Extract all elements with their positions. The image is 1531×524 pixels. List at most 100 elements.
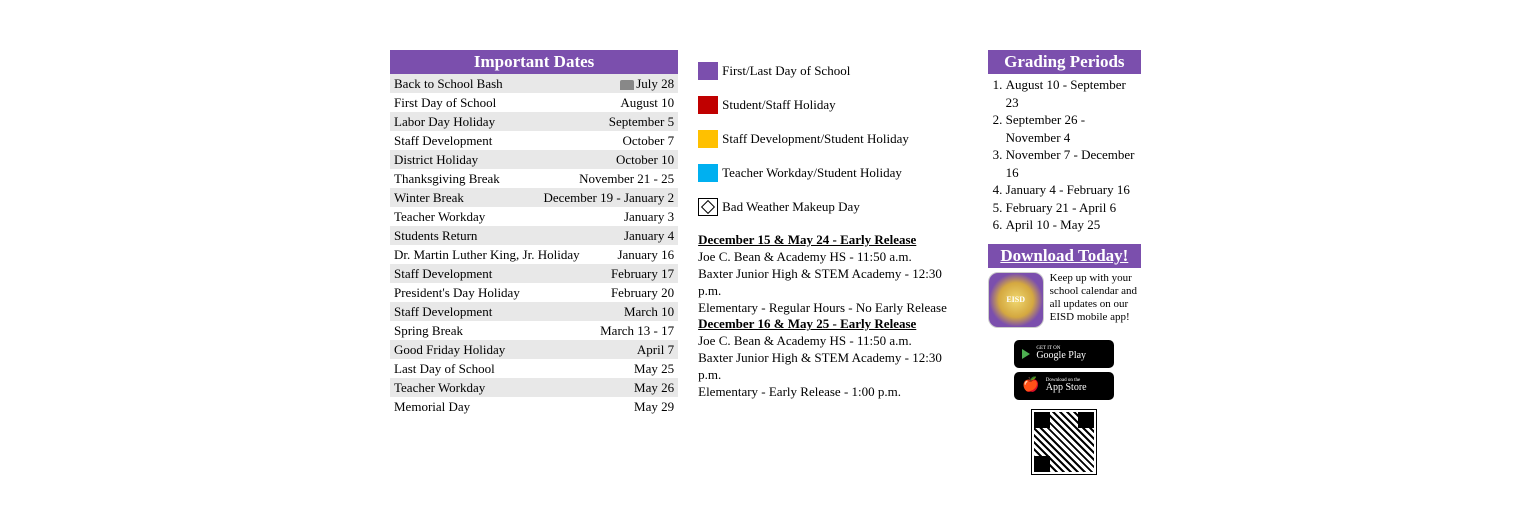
event-name: Dr. Martin Luther King, Jr. Holiday [394, 246, 580, 263]
grading-periods-header: Grading Periods [988, 50, 1141, 74]
event-date: March 13 - 17 [600, 322, 674, 339]
event-name: Staff Development [394, 265, 492, 282]
grading-period-item: February 21 - April 6 [1006, 199, 1141, 217]
color-swatch [698, 164, 718, 182]
table-row: Teacher Workday January 3 [390, 207, 678, 226]
legend-item: Bad Weather Makeup Day [698, 198, 968, 216]
event-date: September 5 [609, 113, 674, 130]
event-date: February 17 [611, 265, 674, 282]
event-name: Staff Development [394, 303, 492, 320]
table-row: Students Return January 4 [390, 226, 678, 245]
grading-period-item: November 7 - December 16 [1006, 146, 1141, 181]
diamond-icon [698, 198, 718, 216]
table-row: Good Friday Holiday April 7 [390, 340, 678, 359]
event-name: Thanksgiving Break [394, 170, 500, 187]
event-date: April 7 [637, 341, 674, 358]
event-date: October 10 [616, 151, 674, 168]
important-dates-column: Important Dates Back to School BashJuly … [390, 50, 678, 474]
table-row: Last Day of School May 25 [390, 359, 678, 378]
event-name: Memorial Day [394, 398, 470, 415]
bus-icon [620, 80, 634, 90]
event-date: November 21 - 25 [579, 170, 674, 187]
table-row: Staff Development October 7 [390, 131, 678, 150]
color-swatch [698, 62, 718, 80]
legend-item: Staff Development/Student Holiday [698, 130, 968, 148]
event-date: January 4 [624, 227, 674, 244]
table-row: Back to School BashJuly 28 [390, 74, 678, 93]
legend-label: Teacher Workday/Student Holiday [722, 165, 902, 181]
event-date: January 3 [624, 208, 674, 225]
table-row: Labor Day Holiday September 5 [390, 112, 678, 131]
event-name: Good Friday Holiday [394, 341, 505, 358]
legend-item: First/Last Day of School [698, 62, 968, 80]
table-row: Thanksgiving Break November 21 - 25 [390, 169, 678, 188]
event-date: December 19 - January 2 [543, 189, 674, 206]
early-release-section: December 15 & May 24 - Early Release Joe… [698, 232, 968, 401]
early-release-line: Elementary - Early Release - 1:00 p.m. [698, 384, 968, 401]
important-dates-table: Back to School BashJuly 28First Day of S… [390, 74, 678, 416]
legend-column: First/Last Day of School Student/Staff Ho… [698, 50, 968, 474]
event-date: February 20 [611, 284, 674, 301]
early-release-line: Baxter Junior High & STEM Academy - 12:3… [698, 350, 968, 384]
legend-label: Bad Weather Makeup Day [722, 199, 860, 215]
google-play-icon [1022, 349, 1030, 359]
table-row: Winter BreakDecember 19 - January 2 [390, 188, 678, 207]
table-row: Staff Development March 10 [390, 302, 678, 321]
table-row: Staff Development February 17 [390, 264, 678, 283]
event-name: Staff Development [394, 132, 492, 149]
event-date: May 26 [634, 379, 674, 396]
early-release-header-1: December 15 & May 24 - Early Release [698, 232, 968, 249]
early-release-line: Joe C. Bean & Academy HS - 11:50 a.m. [698, 333, 968, 350]
event-name: President's Day Holiday [394, 284, 520, 301]
legend-label: Student/Staff Holiday [722, 97, 836, 113]
event-date: October 7 [623, 132, 675, 149]
grading-period-item: August 10 - September 23 [1006, 76, 1141, 111]
early-release-line: Elementary - Regular Hours - No Early Re… [698, 300, 968, 317]
legend-label: Staff Development/Student Holiday [722, 131, 909, 147]
download-section: Download Today! EISD Keep up with your s… [988, 244, 1141, 474]
event-name: Spring Break [394, 322, 463, 339]
color-swatch [698, 96, 718, 114]
table-row: First Day of School August 10 [390, 93, 678, 112]
event-name: Labor Day Holiday [394, 113, 495, 130]
grading-period-item: September 26 - November 4 [1006, 111, 1141, 146]
color-swatch [698, 130, 718, 148]
download-text: Keep up with your school calendar and al… [1050, 272, 1141, 328]
event-name: Teacher Workday [394, 208, 485, 225]
event-name: District Holiday [394, 151, 478, 168]
event-name: Students Return [394, 227, 477, 244]
legend-item: Teacher Workday/Student Holiday [698, 164, 968, 182]
table-row: District Holiday October 10 [390, 150, 678, 169]
grading-period-item: January 4 - February 16 [1006, 181, 1141, 199]
event-name: First Day of School [394, 94, 496, 111]
event-name: Teacher Workday [394, 379, 485, 396]
grading-period-item: April 10 - May 25 [1006, 216, 1141, 234]
event-date: July 28 [620, 75, 674, 92]
event-date: May 25 [634, 360, 674, 377]
event-date: May 29 [634, 398, 674, 415]
table-row: Spring Break March 13 - 17 [390, 321, 678, 340]
event-date: January 16 [617, 246, 674, 263]
event-date: March 10 [624, 303, 674, 320]
qr-code [1032, 410, 1096, 474]
table-row: Dr. Martin Luther King, Jr. Holiday Janua… [390, 245, 678, 264]
table-row: President's Day Holiday February 20 [390, 283, 678, 302]
legend-item: Student/Staff Holiday [698, 96, 968, 114]
apple-icon: 🍎 [1022, 379, 1039, 393]
download-header: Download Today! [988, 244, 1141, 268]
event-date: August 10 [620, 94, 674, 111]
app-store-badge[interactable]: 🍎 Download on the App Store [1014, 372, 1114, 400]
legend-list: First/Last Day of School Student/Staff Ho… [698, 62, 968, 216]
grading-periods-list: August 10 - September 23September 26 - N… [988, 76, 1141, 234]
table-row: Memorial Day May 29 [390, 397, 678, 416]
event-name: Last Day of School [394, 360, 495, 377]
right-column: Grading Periods August 10 - September 23… [988, 50, 1141, 474]
early-release-line: Baxter Junior High & STEM Academy - 12:3… [698, 266, 968, 300]
early-release-line: Joe C. Bean & Academy HS - 11:50 a.m. [698, 249, 968, 266]
google-play-badge[interactable]: GET IT ON Google Play [1014, 340, 1114, 368]
legend-label: First/Last Day of School [722, 63, 850, 79]
eisd-app-icon: EISD [988, 272, 1044, 328]
table-row: Teacher Workday May 26 [390, 378, 678, 397]
important-dates-header: Important Dates [390, 50, 678, 74]
early-release-header-2: December 16 & May 25 - Early Release [698, 316, 968, 333]
